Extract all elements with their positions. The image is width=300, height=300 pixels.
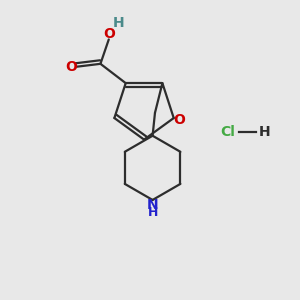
Text: Cl: Cl bbox=[220, 125, 235, 139]
Text: O: O bbox=[65, 60, 77, 74]
Text: H: H bbox=[147, 206, 158, 219]
Text: H: H bbox=[259, 125, 270, 139]
Text: N: N bbox=[147, 198, 158, 212]
Text: O: O bbox=[173, 112, 185, 127]
Text: O: O bbox=[103, 27, 115, 41]
Text: H: H bbox=[112, 16, 124, 30]
